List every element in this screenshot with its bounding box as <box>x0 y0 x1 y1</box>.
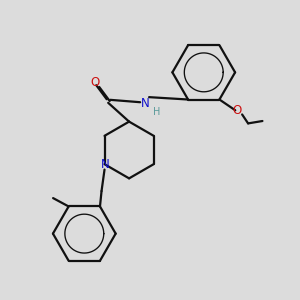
Text: O: O <box>232 104 242 117</box>
Text: N: N <box>141 97 150 110</box>
Text: O: O <box>90 76 99 89</box>
Text: H: H <box>153 107 160 117</box>
Text: N: N <box>101 158 110 171</box>
